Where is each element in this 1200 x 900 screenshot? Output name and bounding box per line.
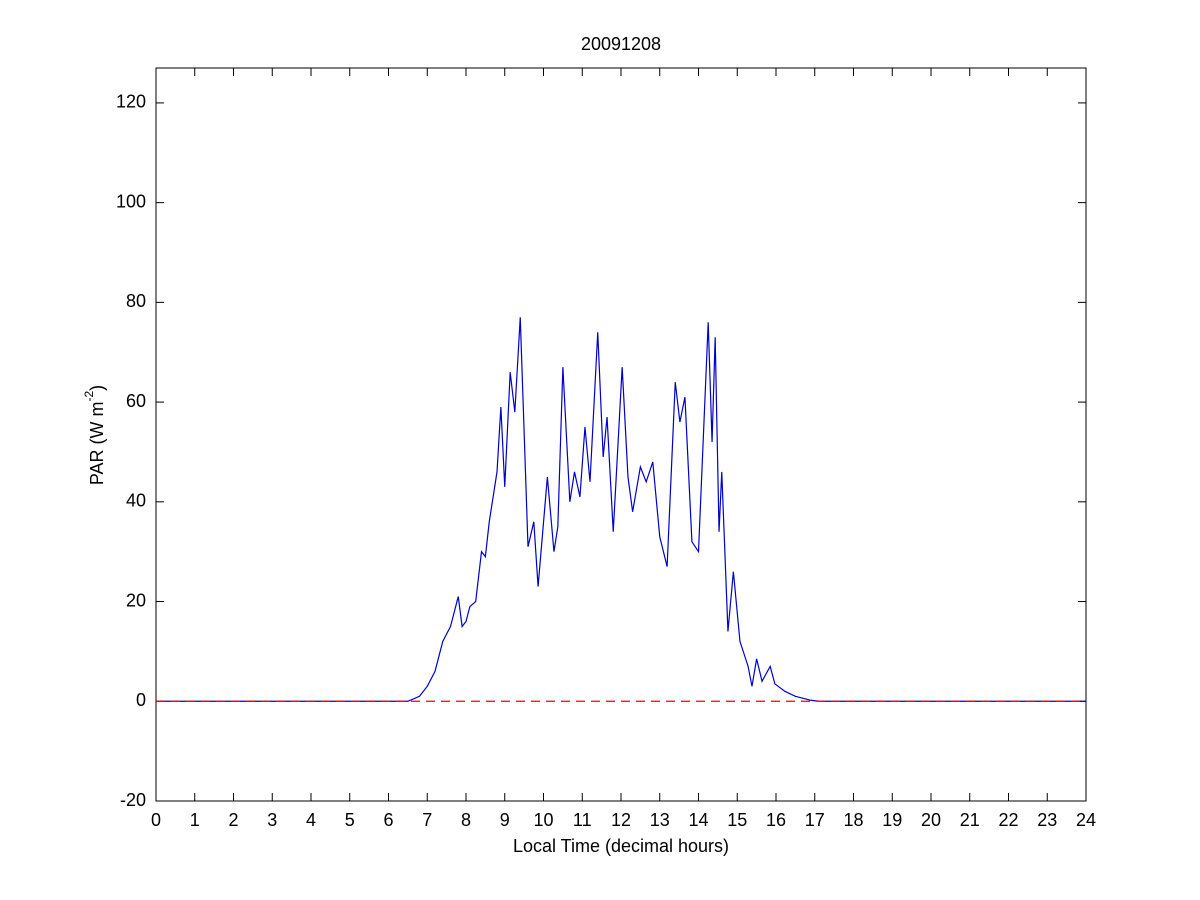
x-tick-label: 18 <box>843 810 863 830</box>
x-tick-label: 10 <box>533 810 553 830</box>
y-tick-label: 20 <box>126 590 146 610</box>
x-tick-label: 1 <box>190 810 200 830</box>
y-label-sup: -2 <box>82 391 96 402</box>
x-tick-label: 19 <box>882 810 902 830</box>
y-tick-label: 120 <box>116 92 146 112</box>
x-axis-label: Local Time (decimal hours) <box>513 836 729 856</box>
x-tick-label: 24 <box>1076 810 1096 830</box>
x-tick-label: 15 <box>727 810 747 830</box>
x-tick-label: 6 <box>383 810 393 830</box>
x-tick-label: 7 <box>422 810 432 830</box>
x-tick-label: 21 <box>960 810 980 830</box>
data-line <box>156 317 1086 702</box>
x-tick-label: 22 <box>998 810 1018 830</box>
y-label-tail: ) <box>87 385 107 391</box>
x-tick-label: 4 <box>306 810 316 830</box>
x-tick-label: 23 <box>1037 810 1057 830</box>
x-tick-label: 9 <box>500 810 510 830</box>
x-tick-label: 17 <box>805 810 825 830</box>
x-tick-label: 14 <box>688 810 708 830</box>
y-axis-label: PAR (W m-2) <box>82 385 107 485</box>
x-tick-label: 8 <box>461 810 471 830</box>
x-tick-label: 12 <box>611 810 631 830</box>
y-tick-label: 100 <box>116 191 146 211</box>
x-tick-label: 2 <box>228 810 238 830</box>
x-tick-label: 5 <box>345 810 355 830</box>
y-label-text: PAR (W m <box>87 402 107 486</box>
x-tick-label: 16 <box>766 810 786 830</box>
x-tick-label: 3 <box>267 810 277 830</box>
y-tick-label: 60 <box>126 391 146 411</box>
x-tick-label: 13 <box>650 810 670 830</box>
y-tick-label: 80 <box>126 291 146 311</box>
x-tick-label: 0 <box>151 810 161 830</box>
y-tick-label: 40 <box>126 491 146 511</box>
x-tick-label: 20 <box>921 810 941 830</box>
y-tick-label: -20 <box>120 790 146 810</box>
y-tick-label: 0 <box>136 690 146 710</box>
x-tick-label: 11 <box>573 810 592 830</box>
chart-title: 20091208 <box>581 34 661 54</box>
plot-area <box>155 67 1087 802</box>
